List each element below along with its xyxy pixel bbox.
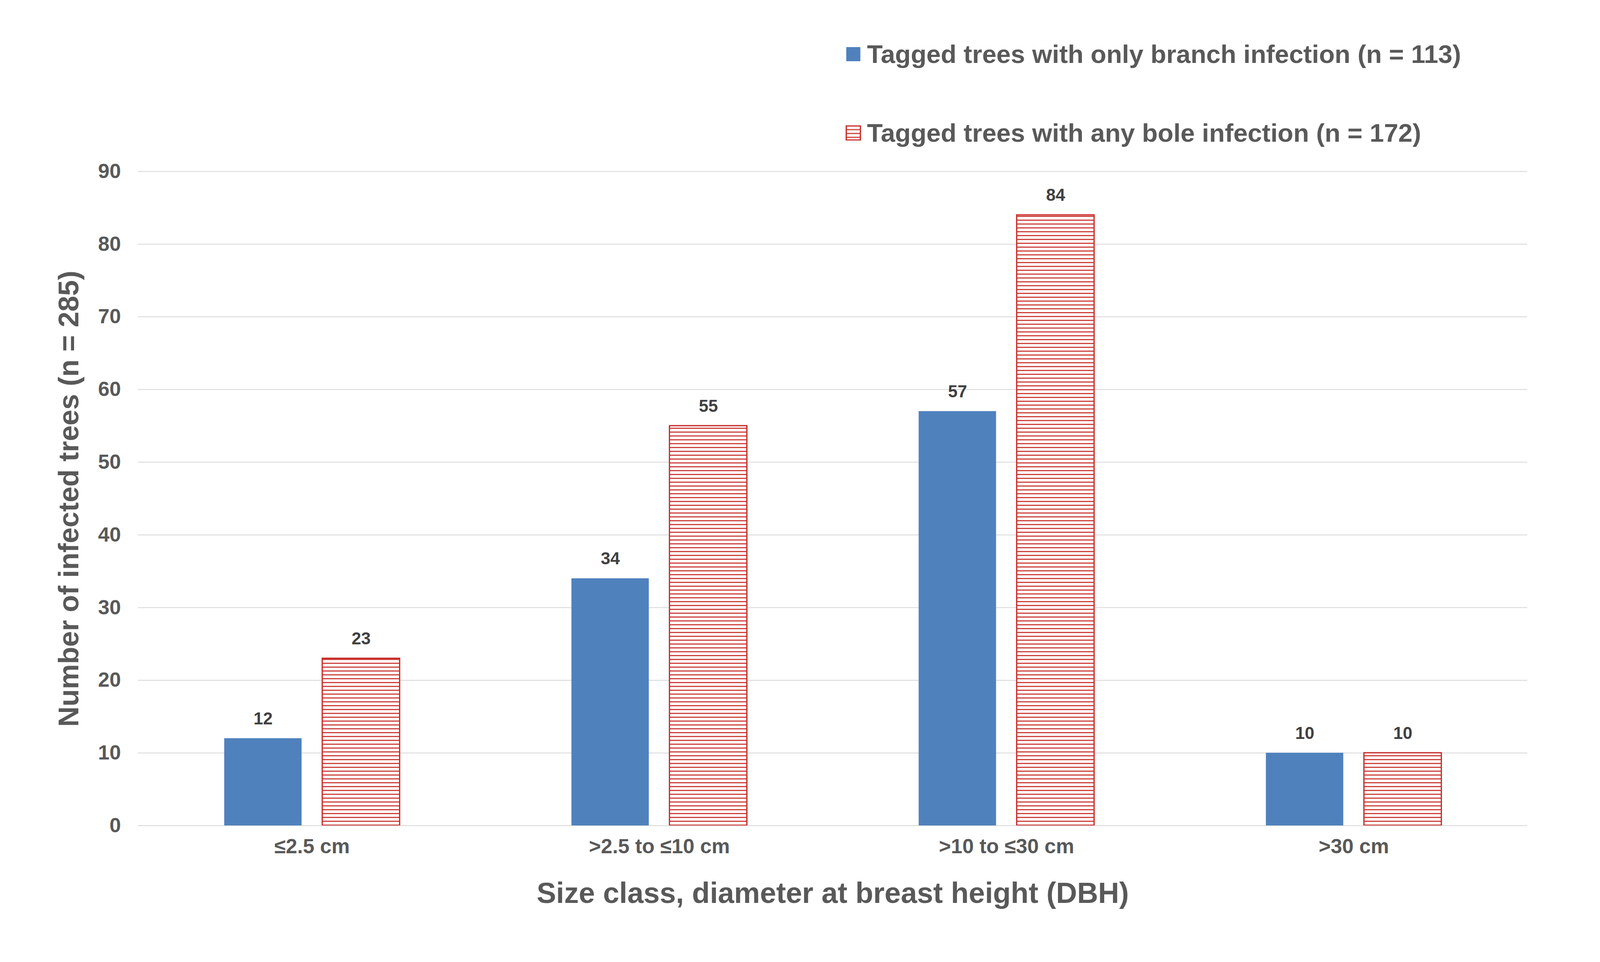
- html-text:Size class, diameter at breast: Size class, diameter at breast height (D…: [536, 876, 1129, 909]
- svg-text:10: 10: [98, 741, 121, 764]
- svg-text:>30 cm: >30 cm: [1318, 834, 1389, 858]
- svg-text:34: 34: [600, 548, 620, 568]
- svg-text:30: 30: [98, 595, 121, 619]
- svg-text:≤2.5 cm: ≤2.5 cm: [274, 834, 350, 858]
- html-text:Tagged trees with only branch: Tagged trees with only branch infection …: [867, 39, 1462, 69]
- svg-text:0: 0: [109, 813, 122, 837]
- svg-text:70: 70: [98, 304, 121, 328]
- svg-text:40: 40: [98, 523, 121, 546]
- html-text:Tagged trees with any bole inf: Tagged trees with any bole infection (n …: [867, 118, 1422, 148]
- svg-text:84: 84: [1045, 185, 1066, 205]
- svg-text:57: 57: [947, 381, 968, 401]
- svg-text:50: 50: [98, 450, 121, 474]
- svg-text:10: 10: [1393, 723, 1413, 743]
- svg-text:20: 20: [98, 668, 121, 692]
- svg-text:60: 60: [98, 377, 121, 401]
- svg-text:55: 55: [698, 396, 719, 416]
- svg-text:>10 to ≤30 cm: >10 to ≤30 cm: [938, 834, 1075, 858]
- svg-text:10: 10: [1295, 723, 1315, 743]
- svg-text:12: 12: [253, 709, 273, 728]
- svg-text:23: 23: [351, 628, 371, 648]
- svg-text:90: 90: [98, 159, 121, 183]
- svg-text:>2.5 to ≤10 cm: >2.5 to ≤10 cm: [588, 834, 730, 858]
- html-text:Number of infected trees (n =: Number of infected trees (n = 285): [52, 270, 85, 727]
- svg-text:80: 80: [98, 232, 121, 256]
